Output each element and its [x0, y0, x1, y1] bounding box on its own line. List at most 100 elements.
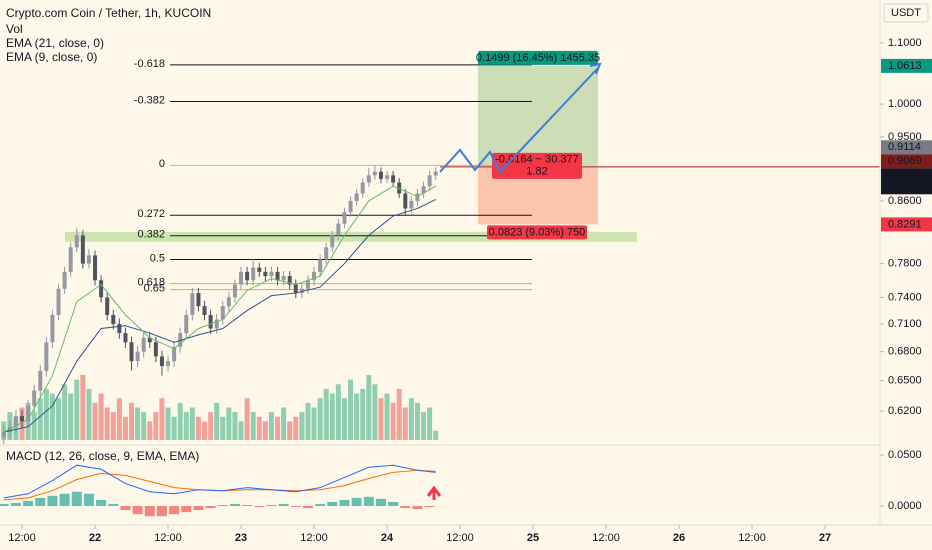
- candle-body: [220, 306, 225, 320]
- candle-body: [111, 314, 116, 324]
- candle-body: [318, 259, 323, 272]
- fib-label: -0.618: [134, 58, 165, 70]
- macd-histogram-bar: [351, 497, 362, 507]
- candle-body: [123, 333, 128, 343]
- x-tick-label: 22: [89, 532, 101, 544]
- candle-body: [378, 171, 383, 179]
- volume-bar: [360, 388, 366, 440]
- x-tick-label: 12:00: [8, 532, 36, 544]
- candle-body: [281, 276, 286, 281]
- chart-title: Crypto.com Coin / Tether, 1h, KUCOIN: [6, 6, 211, 20]
- volume-bar: [80, 375, 86, 440]
- price-badge: [881, 140, 932, 155]
- volume-bar: [202, 421, 208, 440]
- y-tick-label: 0.6200: [888, 405, 922, 417]
- x-tick-label: 12:00: [592, 532, 620, 544]
- y-tick-label: 1.0000: [888, 98, 922, 110]
- fib-label: 0.272: [137, 208, 165, 220]
- volume-bar: [311, 407, 317, 440]
- macd-histogram-bar: [144, 506, 155, 517]
- volume-bar: [214, 402, 220, 440]
- x-tick-label: 27: [819, 532, 831, 544]
- volume-bar: [256, 416, 262, 440]
- macd-histogram-bar: [120, 506, 131, 511]
- volume-bar: [238, 421, 244, 440]
- macd-histogram-bar: [181, 506, 192, 513]
- volume-bar: [110, 412, 116, 440]
- volume-bar: [372, 384, 378, 440]
- candle-body: [287, 276, 292, 285]
- volume-bar: [116, 398, 122, 440]
- macd-histogram-bar: [412, 506, 423, 510]
- target-label: 0.1499 (16.45%) 1455.35: [476, 52, 600, 64]
- y-tick-label: 1.1000: [888, 37, 922, 49]
- candle-body: [20, 416, 25, 422]
- candle-body: [269, 271, 274, 277]
- volume-bar: [165, 407, 171, 440]
- fib-label: -0.382: [134, 94, 165, 106]
- price-badge-label: 0.8950: [888, 169, 922, 181]
- volume-bar: [232, 412, 238, 440]
- stop-label-box: [487, 225, 587, 240]
- volume-bar: [141, 412, 147, 440]
- candle-body: [13, 416, 18, 427]
- candle-body: [202, 306, 207, 315]
- volume-bar: [68, 393, 74, 440]
- macd-histogram-bar: [0, 503, 9, 507]
- candle-body: [415, 193, 420, 201]
- volume-bar: [378, 398, 384, 440]
- candle-body: [99, 280, 104, 298]
- volume-bar: [396, 388, 402, 440]
- macd-pane: [0, 464, 436, 517]
- y-tick-label: 0.9500: [888, 131, 922, 143]
- volume-bar: [62, 384, 68, 440]
- volume-bar: [208, 412, 214, 440]
- macd-histogram-bar: [156, 506, 167, 517]
- y-tick-label: 0.6500: [888, 375, 922, 387]
- x-tick-label: 23: [235, 532, 247, 544]
- profit-area: [478, 65, 598, 167]
- y-tick-label: 0.7100: [888, 318, 922, 330]
- volume-bar: [402, 407, 408, 440]
- volume-bar: [341, 398, 347, 440]
- candle-body: [391, 175, 396, 183]
- macd-histogram-bar: [108, 503, 119, 507]
- candle-body: [427, 175, 432, 187]
- fib-label: 0.382: [137, 229, 165, 241]
- candle-body: [232, 284, 237, 298]
- macd-histogram-bar: [193, 506, 204, 511]
- candle-body: [293, 284, 298, 294]
- candle-body: [141, 337, 146, 352]
- volume-bar: [329, 393, 335, 440]
- volume-bar: [37, 398, 43, 440]
- center-label: -0.0164 ~ 30.377: [495, 154, 579, 166]
- fib-label: 0.65: [144, 283, 165, 295]
- volume-bar: [147, 421, 153, 440]
- macd-histogram-bar: [315, 503, 326, 507]
- ema-line: [3, 185, 436, 433]
- macd-histogram-bar: [229, 503, 240, 507]
- macd-histogram-bar: [71, 491, 82, 507]
- candle-body: [117, 323, 122, 334]
- candle-body: [147, 337, 152, 343]
- macd-histogram-bar: [96, 499, 107, 507]
- candle-body: [336, 223, 341, 236]
- candle-body: [403, 193, 408, 209]
- macd-histogram-bar: [290, 506, 301, 508]
- candle-body: [330, 235, 335, 248]
- volume-bar: [159, 398, 165, 440]
- price-badge: [881, 58, 932, 73]
- volume-bar: [427, 407, 433, 440]
- ratio-label: 1.82: [526, 166, 547, 178]
- candle-body: [26, 405, 31, 422]
- y-tick-label: 0.0500: [888, 449, 922, 461]
- candle-body: [184, 314, 189, 334]
- price-timer: 55:38: [888, 181, 916, 193]
- macd-histogram-bar: [266, 505, 277, 507]
- candle-body: [342, 212, 347, 224]
- volume-bar: [135, 407, 141, 440]
- projection-arrow: [589, 62, 602, 75]
- currency-box: [883, 3, 929, 23]
